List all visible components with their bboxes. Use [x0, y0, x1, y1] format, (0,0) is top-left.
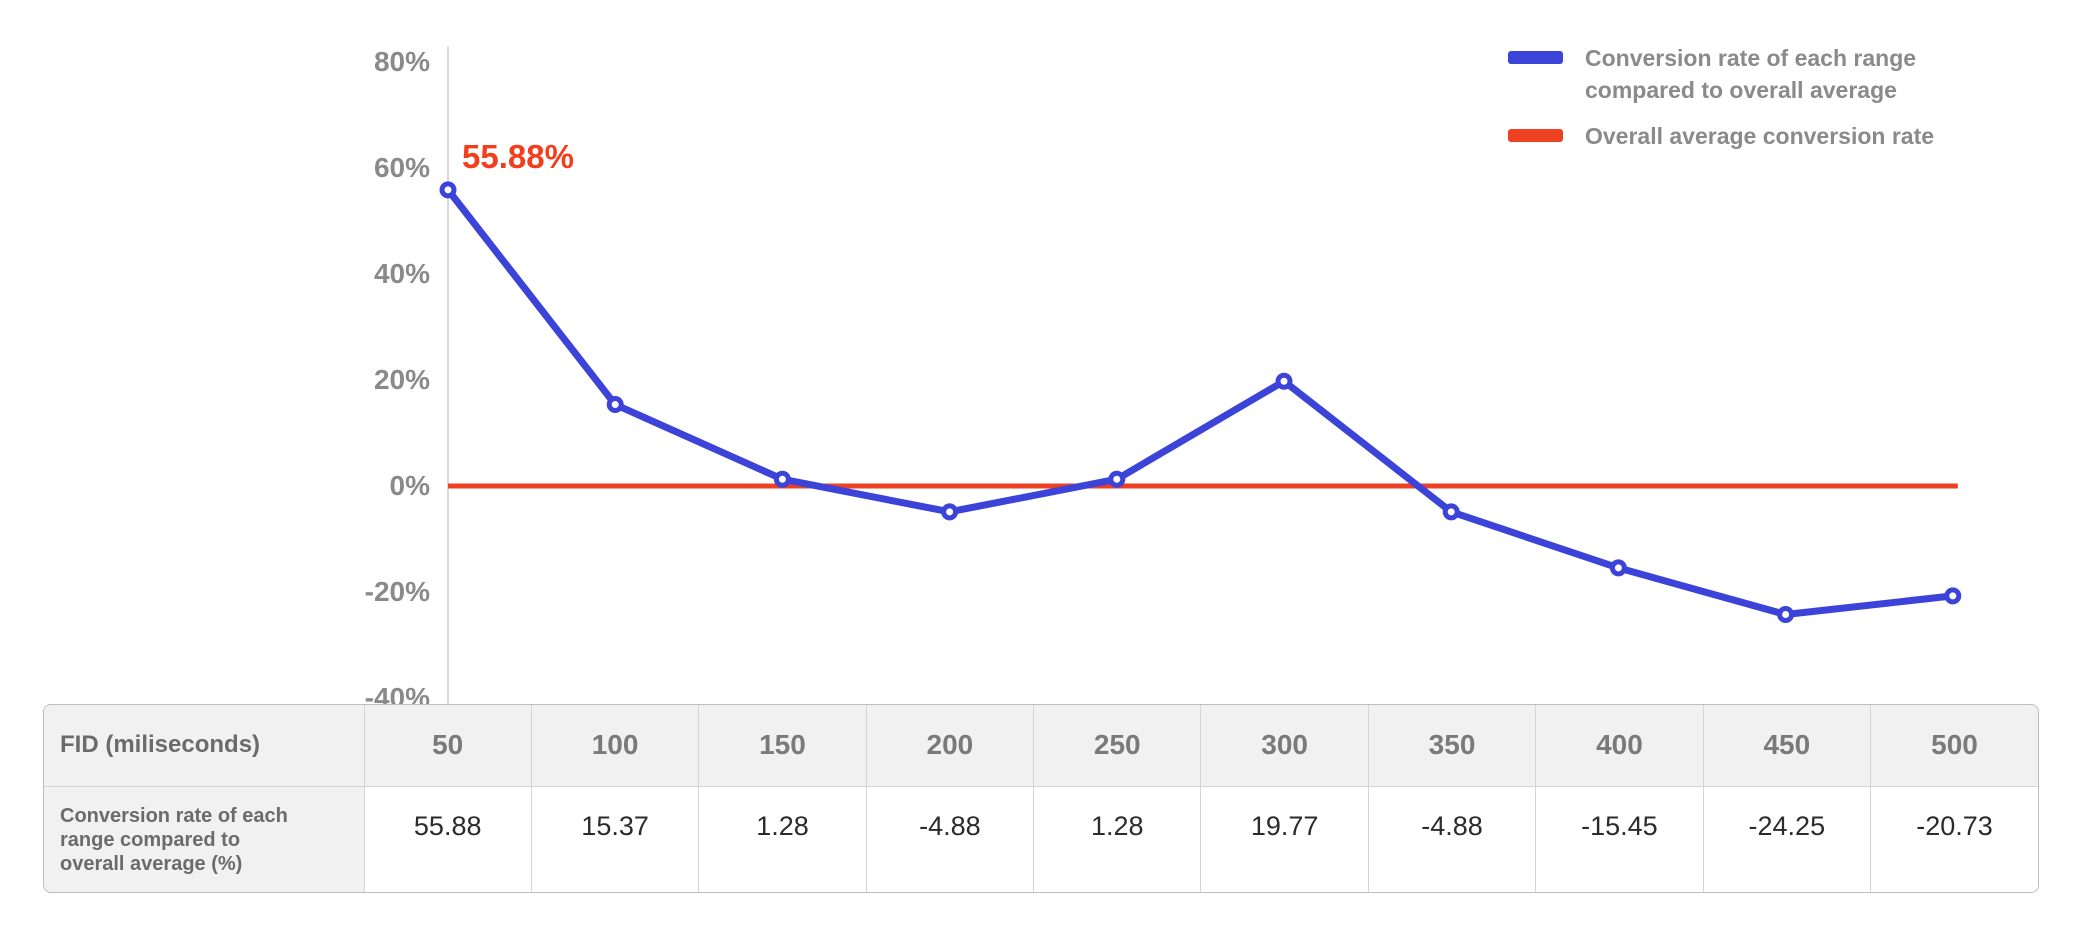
data-point-350: [1442, 503, 1460, 521]
fid-header-cell-150: 150: [698, 705, 867, 787]
data-point-450: [1777, 606, 1795, 624]
legend-item-overall-average: Overall average conversion rate: [1508, 120, 1934, 152]
conversion-value-cell-500: -20.73: [1870, 786, 2038, 892]
conversion-value-cell-150: 1.28: [698, 786, 867, 892]
conversion-value-cell-100: 15.37: [531, 786, 700, 892]
fid-header-cell-400: 400: [1535, 705, 1704, 787]
y-tick-label-40%: 40%: [374, 258, 430, 289]
conversion-value-cell-400: -15.45: [1535, 786, 1704, 892]
table-header-row: FID (miliseconds) 50 100 150 200 250 300 350 40…: [44, 705, 2038, 787]
fid-header-cell-450: 450: [1703, 705, 1872, 787]
legend-swatch-blue: [1508, 51, 1563, 64]
legend-label-conversion-rate: Conversion rate of each range compared t…: [1585, 42, 1916, 106]
conversion-value-cell-250: 1.28: [1033, 786, 1202, 892]
data-point-200: [941, 503, 959, 521]
legend-swatch-red: [1508, 129, 1563, 142]
y-tick-label-60%: 60%: [374, 152, 430, 183]
conversion-value-cell-50: 55.88: [364, 786, 532, 892]
table-value-row: Conversion rate of each range compared t…: [44, 786, 2038, 892]
legend-item-conversion-rate: Conversion rate of each range compared t…: [1508, 42, 1934, 106]
fid-conversion-table: FID (miliseconds) 50 100 150 200 250 300 350 40…: [44, 705, 2038, 892]
fid-header-cell-50: 50: [364, 705, 532, 787]
data-point-400: [1609, 559, 1627, 577]
legend-label-overall-average: Overall average conversion rate: [1585, 120, 1934, 152]
conversion-rate-line: [444, 186, 1957, 619]
data-point-500: [1944, 587, 1962, 605]
legend-label-line-1: Conversion rate of each range: [1585, 45, 1917, 71]
data-point-250: [1108, 470, 1126, 488]
fid-header-cell-300: 300: [1200, 705, 1369, 787]
data-point-50: [439, 181, 457, 199]
conversion-value-cell-200: -4.88: [866, 786, 1035, 892]
legend-label-line-1: Overall average conversion rate: [1585, 123, 1935, 149]
y-tick-label-0%: 0%: [390, 470, 431, 501]
data-point-150: [773, 470, 791, 488]
chart-legend: Conversion rate of each range compared t…: [1508, 42, 1934, 152]
fid-header-cell-250: 250: [1033, 705, 1202, 787]
conversion-value-cell-300: 19.77: [1200, 786, 1369, 892]
data-point-100: [606, 396, 624, 414]
table-corner-header: FID (miliseconds): [44, 705, 365, 787]
first-point-annotation: 55.88%: [462, 138, 574, 175]
fid-header-cell-200: 200: [866, 705, 1035, 787]
table-row-label: Conversion rate of each range compared t…: [44, 786, 365, 892]
conversion-value-cell-350: -4.88: [1368, 786, 1537, 892]
fid-header-cell-100: 100: [531, 705, 700, 787]
conversion-value-cell-450: -24.25: [1703, 786, 1872, 892]
y-tick-label-20%: 20%: [374, 364, 430, 395]
fid-header-cell-500: 500: [1870, 705, 2038, 787]
data-point-300: [1275, 372, 1293, 390]
data-table-container: FID (miliseconds) 50 100 150 200 250 300 350 40…: [43, 704, 2039, 893]
legend-label-line-2: compared to overall average: [1585, 77, 1897, 103]
y-tick-label--20%: -20%: [365, 576, 430, 607]
fid-header-cell-350: 350: [1368, 705, 1537, 787]
y-tick-label-80%: 80%: [374, 46, 430, 77]
